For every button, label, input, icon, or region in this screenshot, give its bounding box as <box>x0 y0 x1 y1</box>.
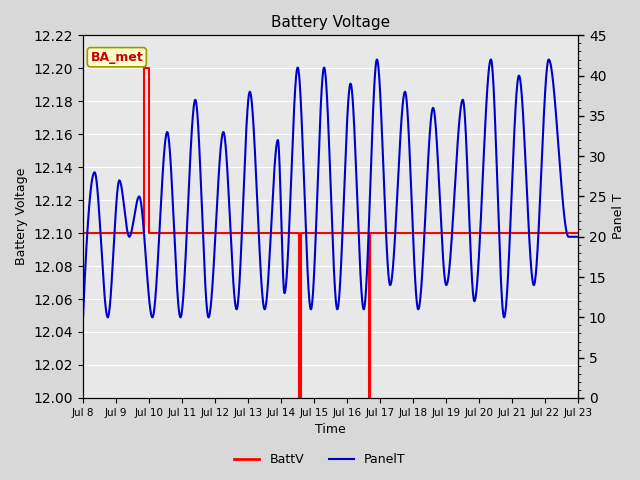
Text: BA_met: BA_met <box>90 51 143 64</box>
Legend: BattV, PanelT: BattV, PanelT <box>229 448 411 471</box>
Y-axis label: Battery Voltage: Battery Voltage <box>15 168 28 265</box>
X-axis label: Time: Time <box>316 423 346 436</box>
Title: Battery Voltage: Battery Voltage <box>271 15 390 30</box>
Y-axis label: Panel T: Panel T <box>612 194 625 240</box>
